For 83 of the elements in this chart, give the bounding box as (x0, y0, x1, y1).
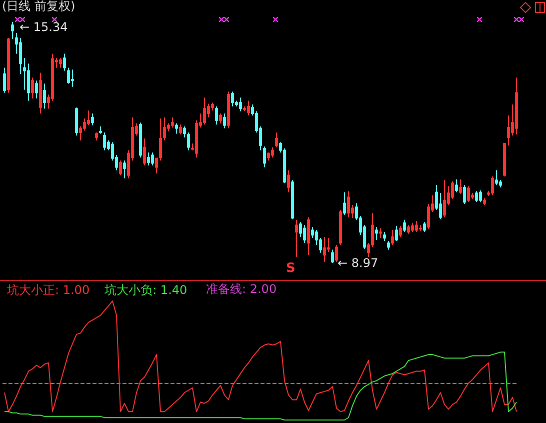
candlestick (379, 228, 382, 239)
candlestick (483, 198, 486, 206)
candlestick (31, 77, 34, 99)
candlestick (119, 160, 122, 176)
candlestick (147, 152, 150, 166)
candlestick (443, 180, 446, 218)
candlestick (143, 138, 146, 166)
candlestick (39, 72, 42, 114)
candlestick (35, 80, 38, 99)
series-label: 坑大小正: 1.00 (6, 283, 90, 297)
candlestick (67, 67, 70, 84)
candlestick (395, 225, 398, 242)
candlestick (399, 225, 402, 238)
candlestick (271, 146, 274, 158)
candlestick (103, 132, 106, 151)
candlestick (515, 77, 518, 135)
candlestick (347, 190, 350, 218)
candlestick (467, 186, 470, 203)
candlestick (179, 124, 182, 135)
candlestick (375, 226, 378, 240)
candlestick (423, 222, 426, 232)
candlestick (475, 190, 478, 203)
candlestick (503, 142, 506, 177)
candlestick (63, 53, 66, 72)
candlestick (383, 231, 386, 242)
candlestick (59, 57, 62, 68)
candlestick (407, 224, 410, 234)
candlestick (175, 122, 178, 134)
annotation: ← 8.97 (338, 256, 378, 270)
candlestick (231, 91, 234, 107)
candlestick (183, 126, 186, 138)
candlestick (163, 116, 166, 141)
candlestick (99, 126, 102, 134)
candlestick (187, 132, 190, 151)
candlestick (139, 122, 142, 158)
candlestick (459, 178, 462, 195)
candlestick (479, 190, 482, 203)
candlestick (491, 176, 494, 196)
candlestick (263, 146, 266, 168)
candlestick (171, 116, 174, 128)
candlestick (123, 160, 126, 179)
candlestick (3, 67, 6, 94)
annotation: ← 15.34 (20, 20, 68, 34)
candlestick (403, 219, 406, 232)
candlestick (387, 240, 390, 250)
candlestick (495, 170, 498, 186)
candlestick (203, 97, 206, 126)
candlestick (227, 91, 230, 129)
candlestick (415, 220, 418, 232)
text: 准备线: 2.00 (206, 282, 277, 296)
candlestick (223, 113, 226, 129)
candlestick (335, 244, 338, 262)
candlestick (247, 100, 250, 116)
candlestick (291, 180, 294, 220)
candlestick (455, 178, 458, 193)
candlestick (95, 132, 98, 141)
candlestick (75, 107, 78, 136)
candlestick (151, 152, 154, 166)
candlestick (7, 37, 10, 94)
annotation: S (286, 261, 296, 276)
candlestick (323, 236, 326, 262)
candlestick (71, 69, 74, 88)
text: 坑大小负: 1.40 (104, 283, 188, 297)
candlestick (11, 22, 14, 40)
candlestick (287, 170, 290, 193)
candlestick (419, 224, 422, 232)
candlestick (43, 83, 46, 110)
candlestick (307, 216, 310, 256)
candlestick (463, 184, 466, 204)
candlestick (339, 210, 342, 246)
candlestick (91, 113, 94, 126)
candlestick (343, 192, 346, 216)
candlestick (303, 224, 306, 244)
candlestick (391, 230, 394, 246)
chart-title: (日线 前复权) (2, 0, 76, 13)
candlestick (295, 219, 298, 258)
candlestick (275, 132, 278, 148)
candlestick (411, 222, 414, 232)
candlestick (19, 37, 22, 74)
candlestick (215, 106, 218, 126)
candlestick (331, 249, 334, 264)
candlestick (239, 97, 242, 112)
candlestick (219, 113, 222, 124)
